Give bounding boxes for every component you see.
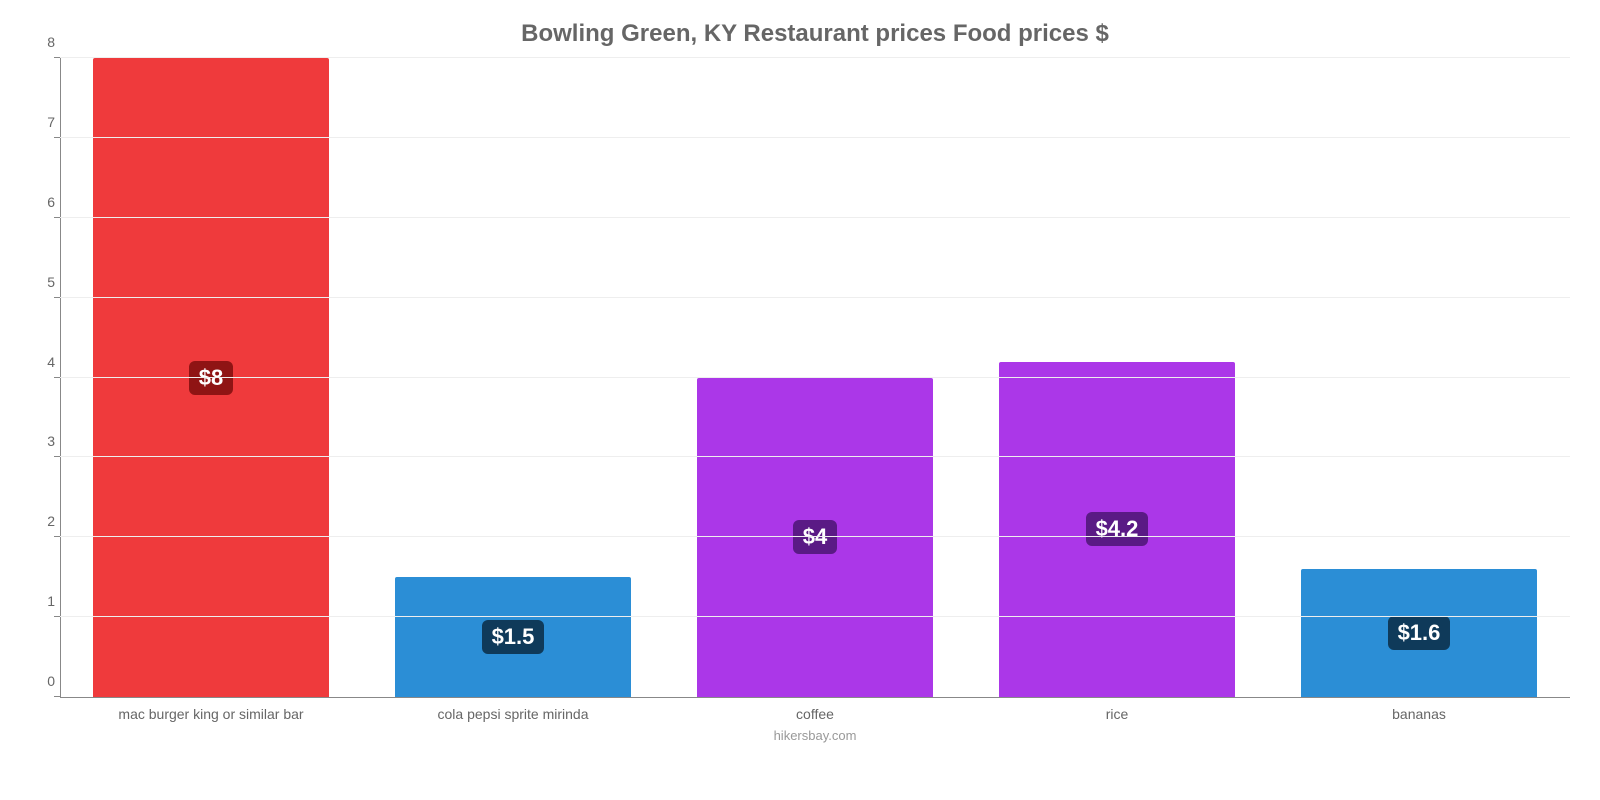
bar-slot: $1.5 <box>362 58 664 697</box>
y-tick-mark <box>54 377 60 378</box>
value-badge: $1.6 <box>1388 616 1451 650</box>
gridline <box>60 536 1570 537</box>
bar: $8 <box>93 58 329 697</box>
y-tick-mark <box>54 456 60 457</box>
y-tick-mark <box>54 297 60 298</box>
y-tick-label: 1 <box>30 593 55 609</box>
y-tick-mark <box>54 616 60 617</box>
y-tick-label: 3 <box>30 433 55 449</box>
y-tick-mark <box>54 696 60 697</box>
value-badge: $4.2 <box>1086 512 1149 546</box>
value-badge: $4 <box>793 520 837 554</box>
bar-slot: $1.6 <box>1268 58 1570 697</box>
x-tick-label: bananas <box>1268 706 1570 722</box>
chart-title: Bowling Green, KY Restaurant prices Food… <box>60 20 1570 48</box>
x-tick-label: mac burger king or similar bar <box>60 706 362 722</box>
gridline <box>60 57 1570 58</box>
gridline <box>60 217 1570 218</box>
bar-slot: $4.2 <box>966 58 1268 697</box>
y-tick-label: 4 <box>30 354 55 370</box>
y-tick-label: 5 <box>30 274 55 290</box>
bar: $1.6 <box>1301 569 1537 697</box>
y-tick-mark <box>54 57 60 58</box>
gridline <box>60 297 1570 298</box>
y-tick-label: 8 <box>30 34 55 50</box>
y-tick-label: 0 <box>30 673 55 689</box>
y-tick-mark <box>54 137 60 138</box>
credit-text: hikersbay.com <box>60 728 1570 743</box>
value-badge: $8 <box>189 361 233 395</box>
y-tick-label: 6 <box>30 194 55 210</box>
bar: $4.2 <box>999 362 1235 697</box>
gridline <box>60 456 1570 457</box>
gridline <box>60 137 1570 138</box>
bar: $1.5 <box>395 577 631 697</box>
x-tick-label: coffee <box>664 706 966 722</box>
bars-container: $8 $1.5 $4 $4.2 $1.6 <box>60 58 1570 697</box>
y-tick-mark <box>54 536 60 537</box>
plot-area: $8$1.5$4$4.2$1.6 012345678 <box>60 58 1570 698</box>
gridline <box>60 377 1570 378</box>
x-axis-labels: mac burger king or similar barcola pepsi… <box>60 706 1570 722</box>
gridline <box>60 616 1570 617</box>
x-tick-label: rice <box>966 706 1268 722</box>
x-tick-label: cola pepsi sprite mirinda <box>362 706 664 722</box>
y-tick-label: 2 <box>30 513 55 529</box>
value-badge: $1.5 <box>482 620 545 654</box>
y-tick-mark <box>54 217 60 218</box>
bar-slot: $4 <box>664 58 966 697</box>
bar-slot: $8 <box>60 58 362 697</box>
bar: $4 <box>697 378 933 698</box>
y-tick-label: 7 <box>30 114 55 130</box>
bar-chart: Bowling Green, KY Restaurant prices Food… <box>0 0 1600 800</box>
